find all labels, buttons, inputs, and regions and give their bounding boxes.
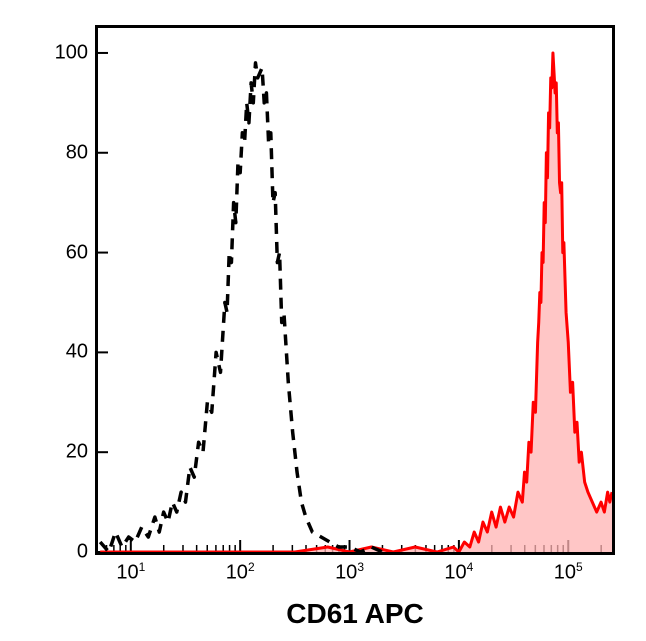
series-fill-cd61-apc: [100, 53, 612, 552]
y-tick: 0: [77, 541, 88, 564]
histogram-svg: [98, 28, 612, 552]
series-line-control: [100, 63, 382, 552]
y-tick: 40: [66, 341, 88, 364]
y-tick: 100: [55, 41, 88, 64]
x-axis-label: CD61 APC: [95, 598, 615, 630]
chart-container: Relative Cell Count CD61 APC 02040608010…: [0, 0, 646, 641]
x-tick: 103: [335, 560, 364, 585]
y-tick: 20: [66, 441, 88, 464]
x-tick: 101: [116, 560, 145, 585]
x-tick: 104: [444, 560, 473, 585]
y-tick: 80: [66, 141, 88, 164]
x-tick: 105: [554, 560, 583, 585]
y-tick: 60: [66, 241, 88, 264]
x-tick: 102: [226, 560, 255, 585]
plot-area: [95, 25, 615, 555]
